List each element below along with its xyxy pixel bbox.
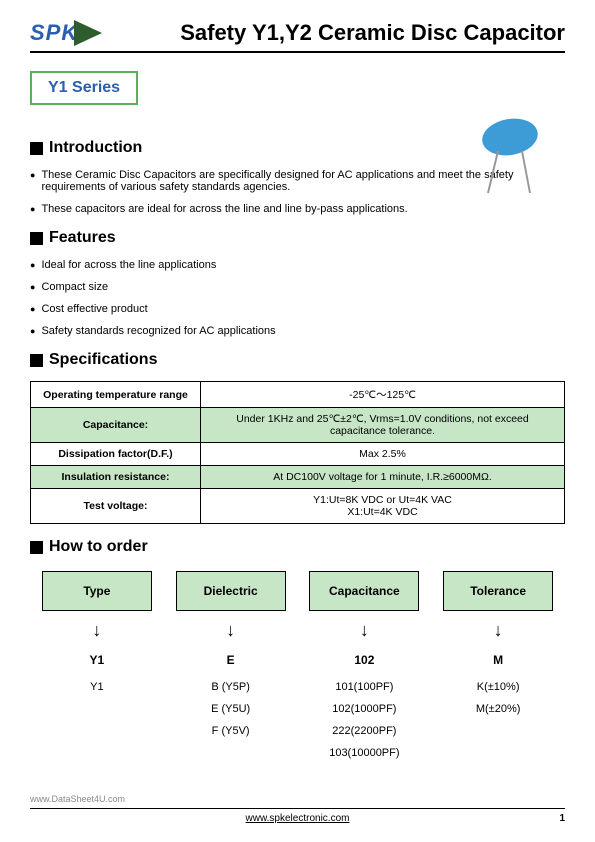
spec-label: Operating temperature range <box>31 382 201 408</box>
table-row: Test voltage: Y1:Ut=8K VDC or Ut=4K VAC … <box>31 489 565 524</box>
order-item: M(±20%) <box>443 703 553 715</box>
order-item: 222(2200PF) <box>309 725 419 737</box>
spec-value: Max 2.5% <box>201 443 565 466</box>
order-item: 103(10000PF) <box>309 747 419 759</box>
list-item: These capacitors are ideal for across th… <box>30 203 565 215</box>
logo-text: SPK <box>30 20 78 46</box>
spec-value: Under 1KHz and 25℃±2℃, Vrms=1.0V conditi… <box>201 408 565 443</box>
order-col-tolerance: Tolerance ↓ M K(±10%) M(±20%) <box>443 571 553 769</box>
footer-url: www.spkelectronic.com <box>246 813 350 824</box>
order-col-capacitance: Capacitance ↓ 102 101(100PF) 102(1000PF)… <box>309 571 419 769</box>
features-heading: Features <box>30 229 565 247</box>
order-heading: How to order <box>30 538 565 556</box>
features-heading-text: Features <box>49 229 116 247</box>
arrow-down-icon: ↓ <box>309 621 419 639</box>
watermark: www.DataSheet4U.com <box>30 794 125 804</box>
spec-label: Test voltage: <box>31 489 201 524</box>
square-bullet-icon <box>30 232 43 245</box>
arrow-down-icon: ↓ <box>42 621 152 639</box>
table-row: Dissipation factor(D.F.) Max 2.5% <box>31 443 565 466</box>
header: SPK Safety Y1,Y2 Ceramic Disc Capacitor <box>30 20 565 53</box>
arrow-down-icon: ↓ <box>443 621 553 639</box>
spec-value: At DC100V voltage for 1 minute, I.R.≥600… <box>201 466 565 489</box>
footer-page: 1 <box>559 813 565 824</box>
order-box: Dielectric <box>176 571 286 611</box>
order-box: Capacitance <box>309 571 419 611</box>
logo-arrow-icon <box>74 20 102 46</box>
spec-label: Insulation resistance: <box>31 466 201 489</box>
specs-heading-text: Specifications <box>49 351 157 369</box>
specs-heading: Specifications <box>30 351 565 369</box>
square-bullet-icon <box>30 142 43 155</box>
list-item: Compact size <box>30 281 565 293</box>
spec-value: Y1:Ut=8K VDC or Ut=4K VAC X1:Ut=4K VDC <box>201 489 565 524</box>
order-item: B (Y5P) <box>176 681 286 693</box>
order-item: E (Y5U) <box>176 703 286 715</box>
series-text: Y1 Series <box>48 79 120 96</box>
list-item: Cost effective product <box>30 303 565 315</box>
order-head: M <box>443 653 553 667</box>
order-heading-text: How to order <box>49 538 148 556</box>
table-row: Capacitance: Under 1KHz and 25℃±2℃, Vrms… <box>31 408 565 443</box>
order-item: 102(1000PF) <box>309 703 419 715</box>
capacitor-icon <box>470 115 560 195</box>
order-box: Tolerance <box>443 571 553 611</box>
list-item: Ideal for across the line applications <box>30 259 565 271</box>
footer: www.spkelectronic.com 1 <box>30 808 565 824</box>
list-item: Safety standards recognized for AC appli… <box>30 325 565 337</box>
spec-label: Capacitance: <box>31 408 201 443</box>
order-item: K(±10%) <box>443 681 553 693</box>
spec-value: -25℃～125℃ <box>201 382 565 408</box>
square-bullet-icon <box>30 541 43 554</box>
specs-table: Operating temperature range -25℃～125℃ Ca… <box>30 381 565 524</box>
page-title: Safety Y1,Y2 Ceramic Disc Capacitor <box>180 20 565 46</box>
order-box: Type <box>42 571 152 611</box>
spec-label: Dissipation factor(D.F.) <box>31 443 201 466</box>
order-item: Y1 <box>42 681 152 693</box>
order-col-type: Type ↓ Y1 Y1 <box>42 571 152 769</box>
order-col-dielectric: Dielectric ↓ E B (Y5P) E (Y5U) F (Y5V) <box>176 571 286 769</box>
order-head: E <box>176 653 286 667</box>
order-head: 102 <box>309 653 419 667</box>
order-row: Type ↓ Y1 Y1 Dielectric ↓ E B (Y5P) E (Y… <box>30 571 565 769</box>
intro-heading-text: Introduction <box>49 139 142 157</box>
order-head: Y1 <box>42 653 152 667</box>
table-row: Insulation resistance: At DC100V voltage… <box>31 466 565 489</box>
order-item: 101(100PF) <box>309 681 419 693</box>
arrow-down-icon: ↓ <box>176 621 286 639</box>
series-box: Y1 Series <box>30 71 138 105</box>
square-bullet-icon <box>30 354 43 367</box>
features-list: Ideal for across the line applications C… <box>30 259 565 337</box>
order-item: F (Y5V) <box>176 725 286 737</box>
table-row: Operating temperature range -25℃～125℃ <box>31 382 565 408</box>
logo: SPK <box>30 20 102 46</box>
